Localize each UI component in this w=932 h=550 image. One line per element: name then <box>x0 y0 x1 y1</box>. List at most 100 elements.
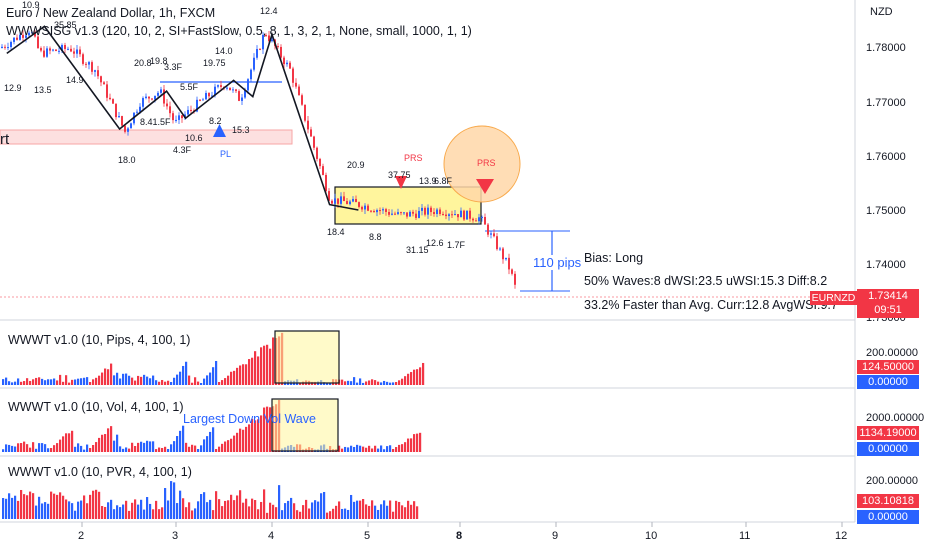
candle-body <box>481 216 483 218</box>
candle-body <box>208 92 210 97</box>
indicator-legend[interactable]: WWWSISG v1.3 (120, 10, 2, SI+FastSlow, 0… <box>6 24 472 38</box>
histogram-bar <box>239 428 242 452</box>
histogram-bar <box>221 506 224 519</box>
histogram-bar <box>263 489 266 519</box>
histogram-bar <box>269 407 272 452</box>
histogram-bar <box>182 365 185 385</box>
histogram-bar <box>53 445 56 452</box>
histogram-bar <box>35 448 38 452</box>
histogram-bar <box>311 502 314 519</box>
histogram-bar <box>341 379 344 385</box>
histogram-bar <box>233 435 236 452</box>
histogram-bar <box>185 442 188 452</box>
histogram-bar <box>359 445 362 452</box>
candle-body <box>259 49 261 51</box>
candle-body <box>127 128 129 132</box>
histogram-bar <box>224 441 227 452</box>
histogram-bar <box>65 499 68 519</box>
histogram-bar <box>254 420 257 452</box>
candle-body <box>139 106 141 112</box>
candle-body <box>301 95 303 105</box>
histogram-bar <box>269 502 272 519</box>
histogram-bar <box>230 438 233 452</box>
candle-body <box>151 98 153 100</box>
histogram-bar <box>26 444 29 452</box>
countdown: 09:51 <box>874 304 902 316</box>
histogram-bar <box>245 498 248 519</box>
candle-body <box>415 213 417 218</box>
candle-body <box>115 103 117 118</box>
candle-body <box>166 103 168 107</box>
histogram-bar <box>41 503 44 519</box>
histogram-bar <box>95 377 98 385</box>
histogram-bar <box>152 375 155 385</box>
histogram-bar <box>410 372 413 385</box>
candle-body <box>340 196 342 204</box>
histogram-bar <box>65 433 68 452</box>
candle-body <box>403 212 405 214</box>
histogram-bar <box>62 381 65 385</box>
candle-body <box>253 57 255 70</box>
histogram-bar <box>167 500 170 519</box>
histogram-bar <box>47 379 50 385</box>
histogram-bar <box>125 447 128 452</box>
candle-body <box>169 106 171 114</box>
candle-body <box>157 92 159 96</box>
histogram-bar <box>131 502 134 519</box>
histogram-bar <box>221 380 224 385</box>
histogram-bar <box>389 382 392 385</box>
histogram-bar <box>299 511 302 519</box>
candle-body <box>271 39 273 42</box>
panel-1-legend[interactable]: WWWT v1.0 (10, Pips, 4, 100, 1) <box>8 333 191 347</box>
histogram-bar <box>191 444 194 452</box>
histogram-bar <box>20 381 23 385</box>
price-tick: 1.77000 <box>866 97 906 109</box>
price-tick: 1.78000 <box>866 42 906 54</box>
histogram-bar <box>251 498 254 519</box>
histogram-bar <box>128 375 131 385</box>
histogram-bar <box>404 507 407 519</box>
histogram-bar <box>416 433 419 452</box>
histogram-bar <box>80 378 83 385</box>
histogram-bar <box>146 376 149 385</box>
histogram-bar <box>203 378 206 385</box>
histogram-bar <box>11 382 14 385</box>
x-tick: 2 <box>78 530 85 542</box>
panel-2-legend[interactable]: WWWT v1.0 (10, Vol, 4, 100, 1) <box>8 400 184 414</box>
histogram-bar <box>26 378 29 385</box>
candle-body <box>421 207 423 211</box>
candle-body <box>406 212 408 217</box>
histogram-bar <box>155 449 158 452</box>
histogram-bar <box>44 444 47 452</box>
candle-body <box>61 45 63 51</box>
panel-2-top-tick: 2000.00000 <box>866 412 925 424</box>
histogram-bar <box>260 415 263 452</box>
histogram-bar <box>116 372 119 385</box>
candle-body <box>202 99 204 101</box>
histogram-bar <box>395 447 398 452</box>
histogram-bar <box>395 382 398 385</box>
price-tick: 1.75000 <box>866 205 906 217</box>
candle-body <box>430 207 432 213</box>
histogram-bar <box>38 496 41 519</box>
candle-body <box>463 210 465 220</box>
histogram-bar <box>5 444 8 452</box>
histogram-bar <box>149 503 152 519</box>
candle-body <box>493 233 495 237</box>
histogram-bar <box>182 425 185 452</box>
candle-body <box>514 273 516 285</box>
candle-body <box>148 96 150 99</box>
wave-label: 5.5F <box>180 82 199 92</box>
histogram-bar <box>50 379 53 385</box>
histogram-bar <box>173 377 176 385</box>
histogram-bar <box>2 379 5 385</box>
panel-3-legend[interactable]: WWWT v1.0 (10, PVR, 4, 100, 1) <box>8 465 192 479</box>
histogram-bar <box>122 373 125 385</box>
candle-body <box>124 125 126 132</box>
histogram-bar <box>227 375 230 385</box>
histogram-bar <box>245 364 248 385</box>
histogram-bar <box>23 441 26 452</box>
histogram-bar <box>422 362 425 385</box>
histogram-bar <box>365 447 368 452</box>
wave-label: 35.85 <box>54 20 77 30</box>
